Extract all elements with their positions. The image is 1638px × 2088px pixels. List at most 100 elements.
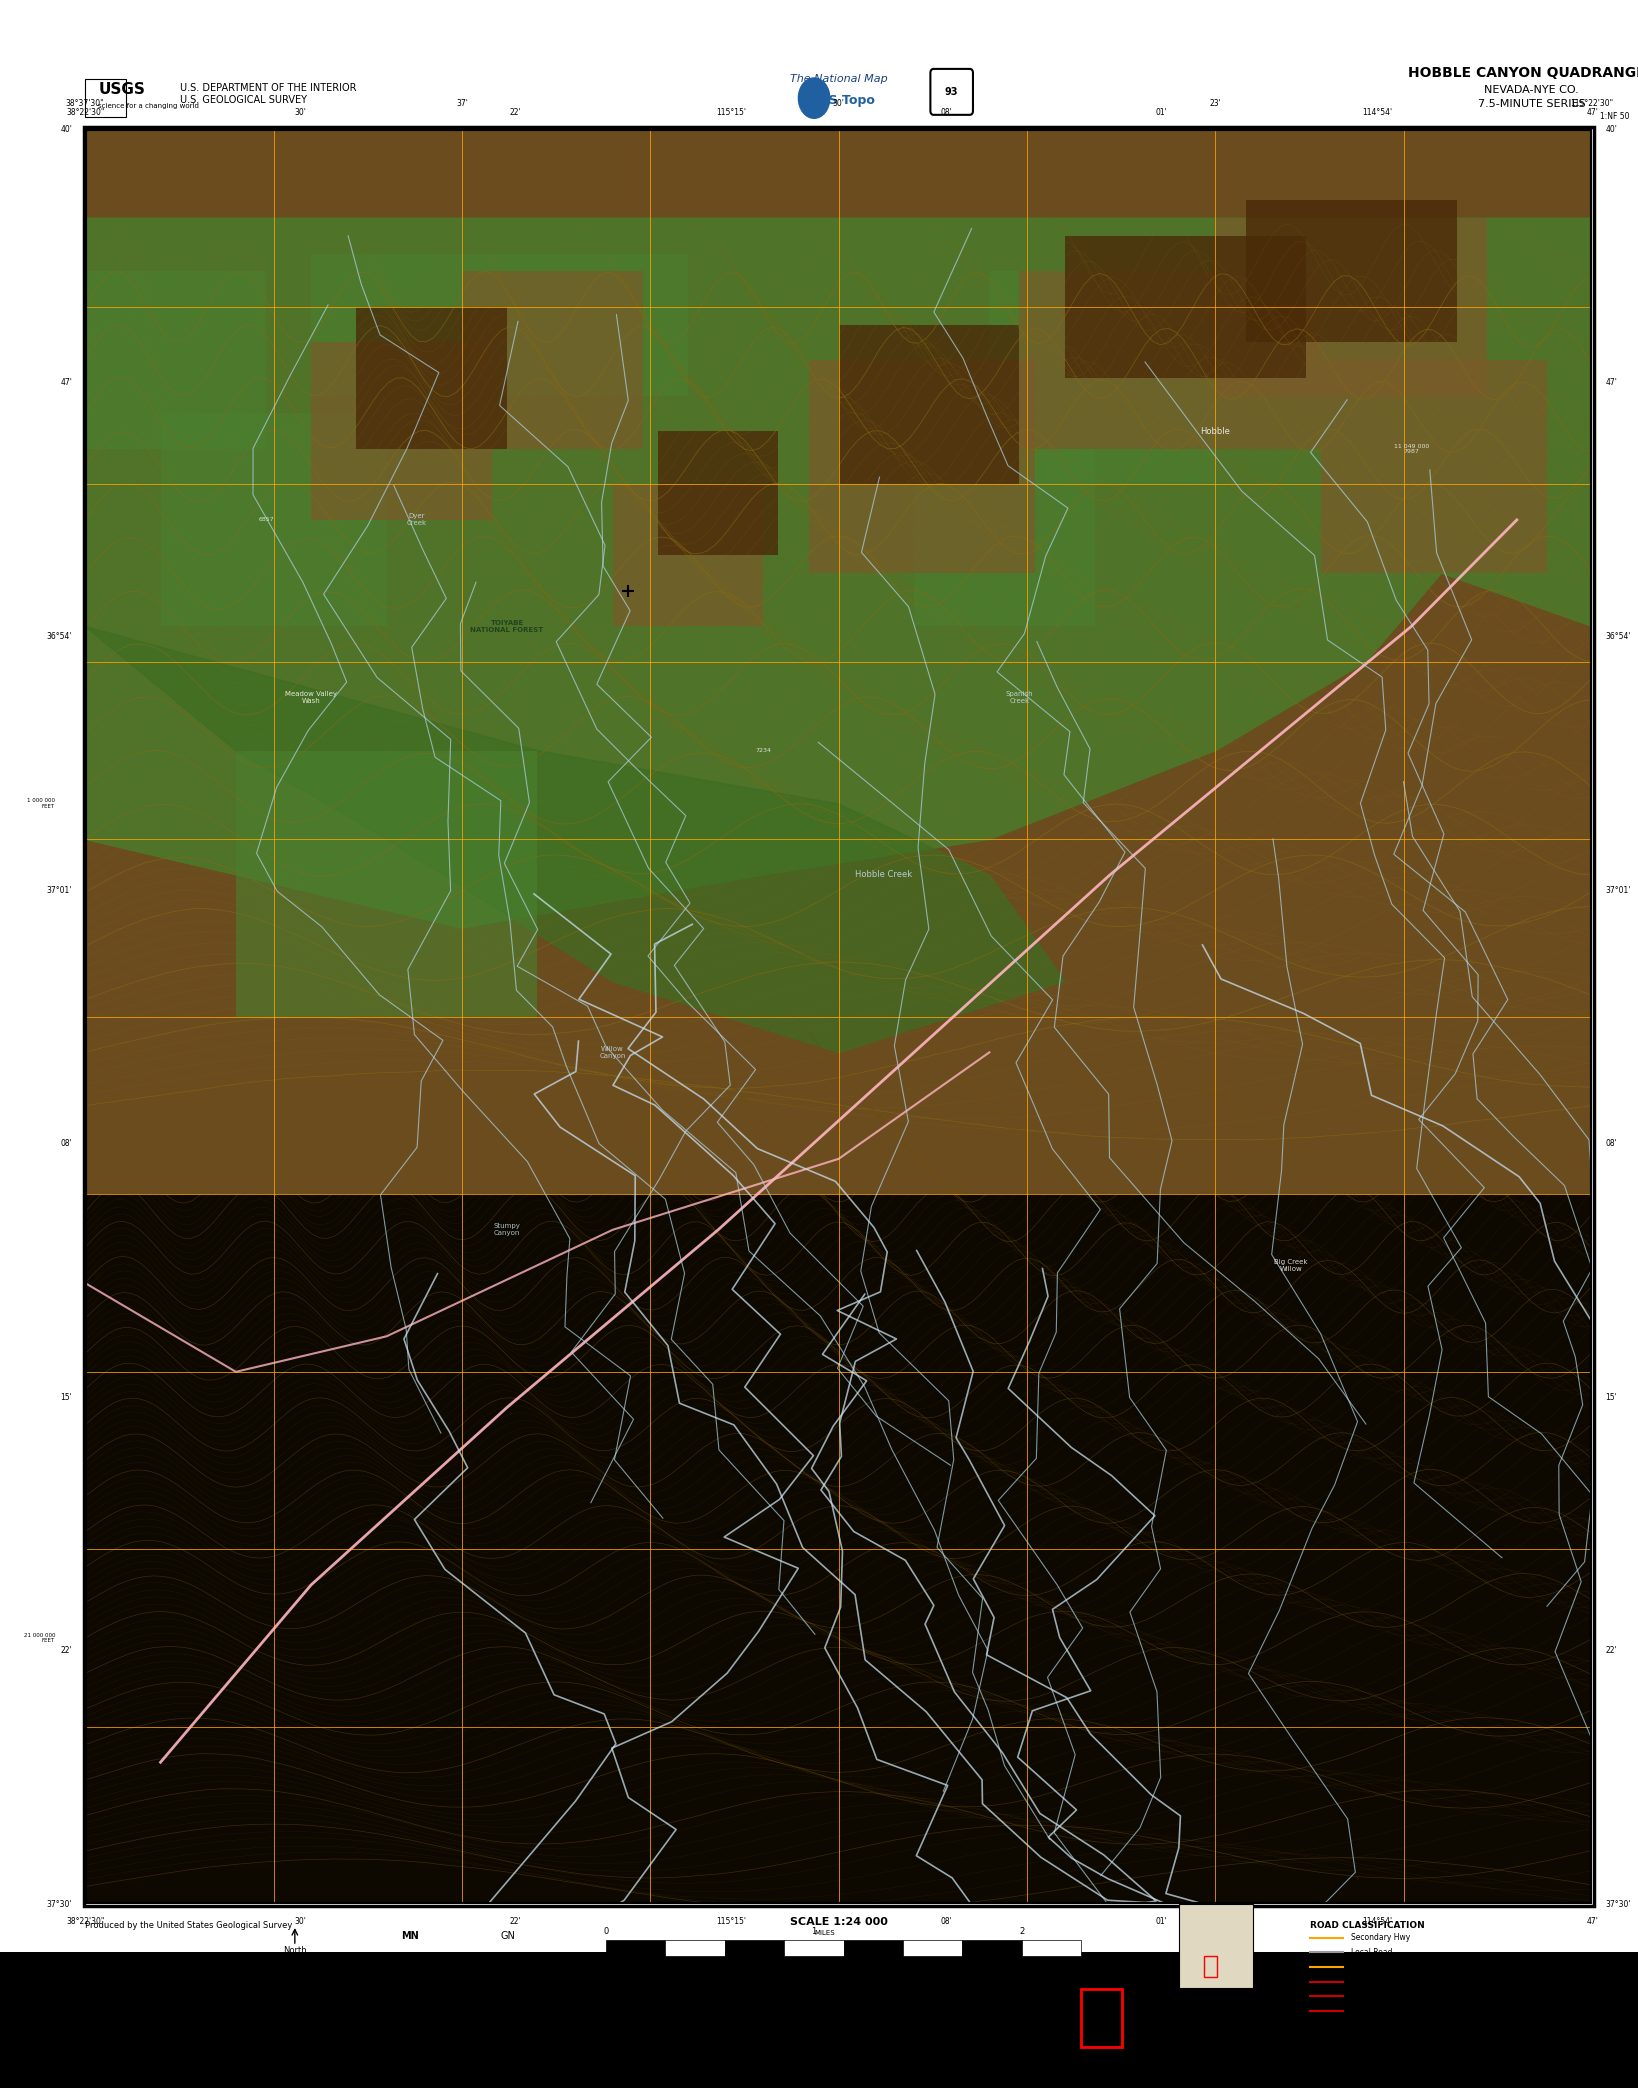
Text: State Routes: State Routes [1351,2007,1400,2015]
Text: Ramp: Ramp [1351,1963,1374,1971]
Bar [963,1940,1022,1956]
Text: 6857: 6857 [259,518,274,522]
Text: ★ US Topo: ★ US Topo [803,94,875,106]
Text: 115°15': 115°15' [716,1917,745,1925]
Bar [85,129,1592,1194]
Bar [1245,200,1456,342]
Text: 37': 37' [455,98,468,109]
Bar [0,1952,1638,2088]
Text: Produced by the United States Geological Survey: Produced by the United States Geological… [85,1921,293,1929]
Text: 0: 0 [603,1963,609,1971]
Bar [785,1940,844,1956]
Text: Dyer
Creek: Dyer Creek [406,514,428,526]
Text: 40': 40' [61,125,72,134]
Text: ROAD CLASSIFICATION: ROAD CLASSIFICATION [1310,1921,1425,1929]
Text: Secondary Hwy: Secondary Hwy [1351,1933,1410,1942]
Text: 47': 47' [61,378,72,388]
Text: Willow
Canyon: Willow Canyon [600,1046,626,1059]
Text: 40': 40' [1605,125,1617,134]
Bar [85,271,265,449]
Text: 22': 22' [61,1645,72,1656]
Polygon shape [85,626,1065,1052]
Text: SCALE 1:24 000: SCALE 1:24 000 [790,1917,888,1927]
Text: 7.5-MINUTE SERIES: 7.5-MINUTE SERIES [1477,100,1586,109]
Text: HOBBLE CANYON QUADRANGLE: HOBBLE CANYON QUADRANGLE [1409,67,1638,79]
Bar [844,1940,903,1956]
Bar [1022,1940,1081,1956]
Bar [903,1940,963,1956]
Bar [658,432,778,555]
Bar [726,1940,785,1956]
Bar [809,361,1035,574]
Bar [462,271,642,449]
Bar [311,255,688,397]
Polygon shape [85,219,1592,927]
Text: Interstate Route: Interstate Route [1351,1977,1414,1986]
Text: 08': 08' [1605,1140,1617,1148]
Text: 114°54': 114°54' [1361,109,1392,117]
Text: 01': 01' [1156,1917,1168,1925]
Text: 38°22'30": 38°22'30" [66,109,105,117]
Bar [914,449,1094,626]
Text: NV: NV [1210,1996,1222,2004]
Text: 115°15': 115°15' [716,109,745,117]
Text: 1:NF 50: 1:NF 50 [1600,113,1630,121]
Text: Big Creek
Willow: Big Creek Willow [1274,1259,1307,1272]
Text: 1: 1 [722,1963,727,1971]
Text: 15': 15' [61,1393,72,1401]
Text: 22': 22' [509,109,521,117]
Text: 38°37'30": 38°37'30" [66,98,105,109]
Bar [1320,361,1546,574]
Text: Stumpy
Canyon: Stumpy Canyon [493,1224,521,1236]
Text: 36°54': 36°54' [1605,633,1631,641]
Text: 38°22'30": 38°22'30" [66,1917,105,1925]
Text: 22': 22' [1605,1645,1617,1656]
Text: 37°01': 37°01' [48,885,72,894]
Bar [236,752,537,1017]
Text: U.S. DEPARTMENT OF THE INTERIOR: U.S. DEPARTMENT OF THE INTERIOR [180,84,357,92]
Text: 23': 23' [1209,98,1222,109]
Bar [311,342,491,520]
Text: 47': 47' [1586,109,1599,117]
Text: 114°54': 114°54' [1361,1917,1392,1925]
Text: 37°30': 37°30' [1605,1900,1631,1908]
Text: 36°54': 36°54' [46,633,72,641]
Text: 1: 1 [811,1927,816,1936]
Text: science for a changing world: science for a changing world [98,104,200,109]
Text: USGS: USGS [98,81,146,98]
Text: 30': 30' [295,109,306,117]
Text: 1 000 000
FEET: 1 000 000 FEET [28,798,56,810]
Text: GN: GN [500,1931,516,1940]
Bar [1081,1988,1122,2046]
Circle shape [798,77,830,119]
Text: 37°30': 37°30' [46,1900,72,1908]
Text: 7234: 7234 [755,748,771,754]
Text: TOIYABE
NATIONAL FOREST: TOIYABE NATIONAL FOREST [470,620,544,633]
Text: 15': 15' [1605,1393,1617,1401]
Text: MILES: MILES [814,1929,834,1936]
Text: 47': 47' [1586,1917,1599,1925]
Text: 2: 2 [1019,1927,1024,1936]
Text: 2: 2 [840,1963,847,1971]
Bar [1065,236,1305,378]
Text: 11 049 000
7987: 11 049 000 7987 [1394,443,1428,455]
FancyBboxPatch shape [930,69,973,115]
Text: 08': 08' [940,1917,952,1925]
Bar [839,326,1019,484]
Bar [357,307,508,449]
Text: The National Map: The National Map [790,75,888,84]
Text: 93: 93 [945,88,958,96]
Bar [85,927,1592,1904]
Text: Local Road: Local Road [1351,1948,1392,1956]
Bar [84,127,1594,1906]
Bar [85,79,126,117]
Bar [161,413,387,626]
Text: MN: MN [401,1931,418,1940]
Text: 22': 22' [509,1917,521,1925]
Text: North: North [283,1946,306,1954]
Bar [665,1940,726,1956]
Bar [1204,1956,1217,1977]
Text: 30': 30' [295,1917,306,1925]
Text: 08': 08' [940,109,952,117]
Text: 0: 0 [603,1927,609,1936]
